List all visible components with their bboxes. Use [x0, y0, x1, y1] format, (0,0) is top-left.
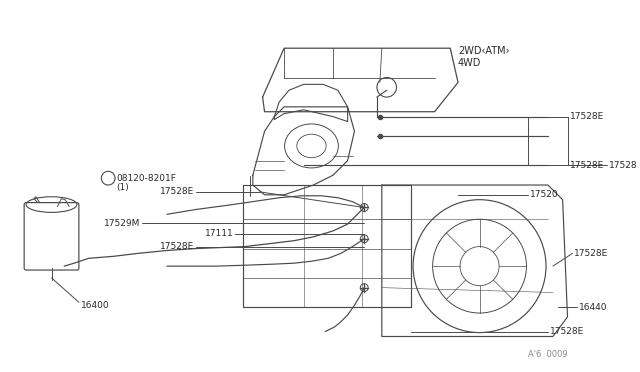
- Text: 2WD‹ATM›: 2WD‹ATM›: [458, 46, 509, 56]
- Text: 17529M: 17529M: [104, 219, 140, 228]
- Text: (1): (1): [116, 183, 129, 192]
- Text: 4WD: 4WD: [458, 58, 481, 68]
- Text: 16400: 16400: [81, 301, 109, 310]
- Text: 08120-8201F: 08120-8201F: [116, 174, 176, 183]
- Text: 17528E: 17528E: [574, 249, 609, 258]
- Text: 17528E: 17528E: [160, 242, 194, 251]
- Text: 17520: 17520: [531, 190, 559, 199]
- Text: A'6  0009: A'6 0009: [529, 350, 568, 359]
- Text: 17528E: 17528E: [550, 327, 584, 336]
- Text: 16440: 16440: [579, 303, 608, 312]
- Text: 17528: 17528: [609, 161, 637, 170]
- Text: 17111: 17111: [205, 230, 234, 238]
- Text: 17528E: 17528E: [570, 112, 604, 121]
- Text: 17528E: 17528E: [160, 187, 194, 196]
- Text: 17528E: 17528E: [570, 161, 604, 170]
